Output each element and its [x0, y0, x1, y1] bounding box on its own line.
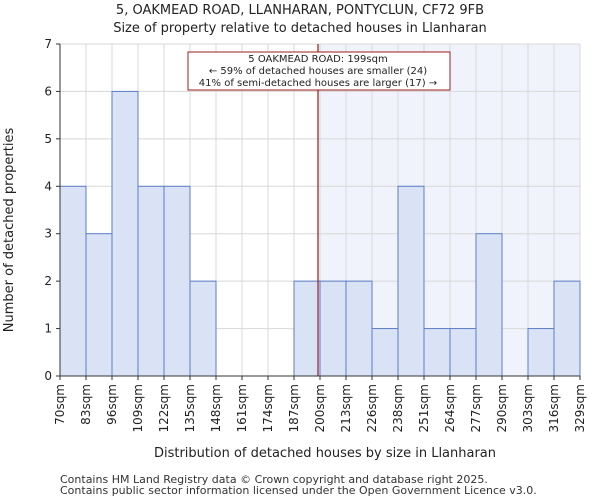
x-tick-label: 148sqm	[209, 384, 223, 432]
y-tick-label: 7	[44, 37, 52, 51]
x-tick-label: 238sqm	[391, 384, 405, 432]
x-tick-label: 329sqm	[573, 384, 587, 432]
x-tick-label: 83sqm	[79, 384, 93, 425]
bar	[137, 185, 165, 377]
x-axis-label: Distribution of detached houses by size …	[154, 446, 496, 461]
bar	[163, 185, 191, 377]
x-tick-label: 277sqm	[469, 384, 483, 432]
x-tick-label: 226sqm	[365, 384, 379, 432]
bar	[475, 233, 503, 377]
x-tick-label: 122sqm	[157, 384, 171, 432]
bar	[85, 233, 113, 377]
x-tick-label: 187sqm	[287, 384, 301, 432]
y-tick-label: 1	[44, 322, 52, 336]
bar	[111, 90, 139, 377]
x-tick-label: 251sqm	[417, 384, 431, 432]
y-tick-label: 0	[44, 369, 52, 383]
y-tick-labels: 0 1 2 3 4 5 6 7	[44, 37, 60, 383]
y-tick-label: 6	[44, 84, 52, 98]
x-tick-label: 70sqm	[53, 384, 67, 425]
x-tick-label: 213sqm	[339, 384, 353, 432]
x-tick-label: 264sqm	[443, 384, 457, 432]
x-tick-label: 200sqm	[313, 384, 327, 432]
x-tick-label: 290sqm	[495, 384, 509, 432]
bar	[449, 328, 477, 377]
bar	[553, 280, 581, 377]
annotation-frame	[187, 51, 451, 91]
y-tick-label: 2	[44, 274, 52, 288]
x-tick-label: 174sqm	[261, 384, 275, 432]
x-tick-label: 96sqm	[105, 384, 119, 425]
y-tick-label: 4	[44, 179, 52, 193]
chart-subtitle: Size of property relative to detached ho…	[113, 21, 487, 36]
bar	[527, 328, 555, 377]
y-tick-label: 5	[44, 132, 52, 146]
x-tick-label: 316sqm	[547, 384, 561, 432]
x-tick-label: 109sqm	[131, 384, 145, 432]
annotation-box: 5 OAKMEAD ROAD: 199sqm ← 59% of detached…	[187, 51, 451, 91]
bar	[319, 280, 347, 377]
bar	[371, 328, 399, 377]
bar	[397, 185, 425, 377]
annotation-line-1: 5 OAKMEAD ROAD: 199sqm	[248, 54, 387, 65]
footer-line-1: Contains HM Land Registry data © Crown c…	[60, 473, 488, 486]
footer-line-2: Contains public sector information licen…	[60, 484, 537, 497]
x-tick-labels: 70sqm 83sqm 96sqm 109sqm 122sqm 135sqm 148sqm 1…	[53, 376, 587, 432]
x-tick-label: 161sqm	[235, 384, 249, 432]
chart-title: 5, OAKMEAD ROAD, LLANHARAN, PONTYCLUN, C…	[116, 3, 484, 18]
bar	[423, 328, 451, 377]
bar	[345, 280, 373, 377]
bar	[189, 280, 217, 377]
bars	[59, 90, 581, 377]
annotation-line-3: 41% of semi-detached houses are larger (…	[199, 78, 437, 89]
bar	[59, 185, 87, 377]
x-tick-label: 303sqm	[521, 384, 535, 432]
y-tick-label: 3	[44, 227, 52, 241]
x-tick-label: 135sqm	[183, 384, 197, 432]
y-axis-label: Number of detached properties	[2, 128, 17, 333]
bar	[293, 280, 321, 377]
annotation-line-2: ← 59% of detached houses are smaller (24…	[209, 66, 427, 77]
